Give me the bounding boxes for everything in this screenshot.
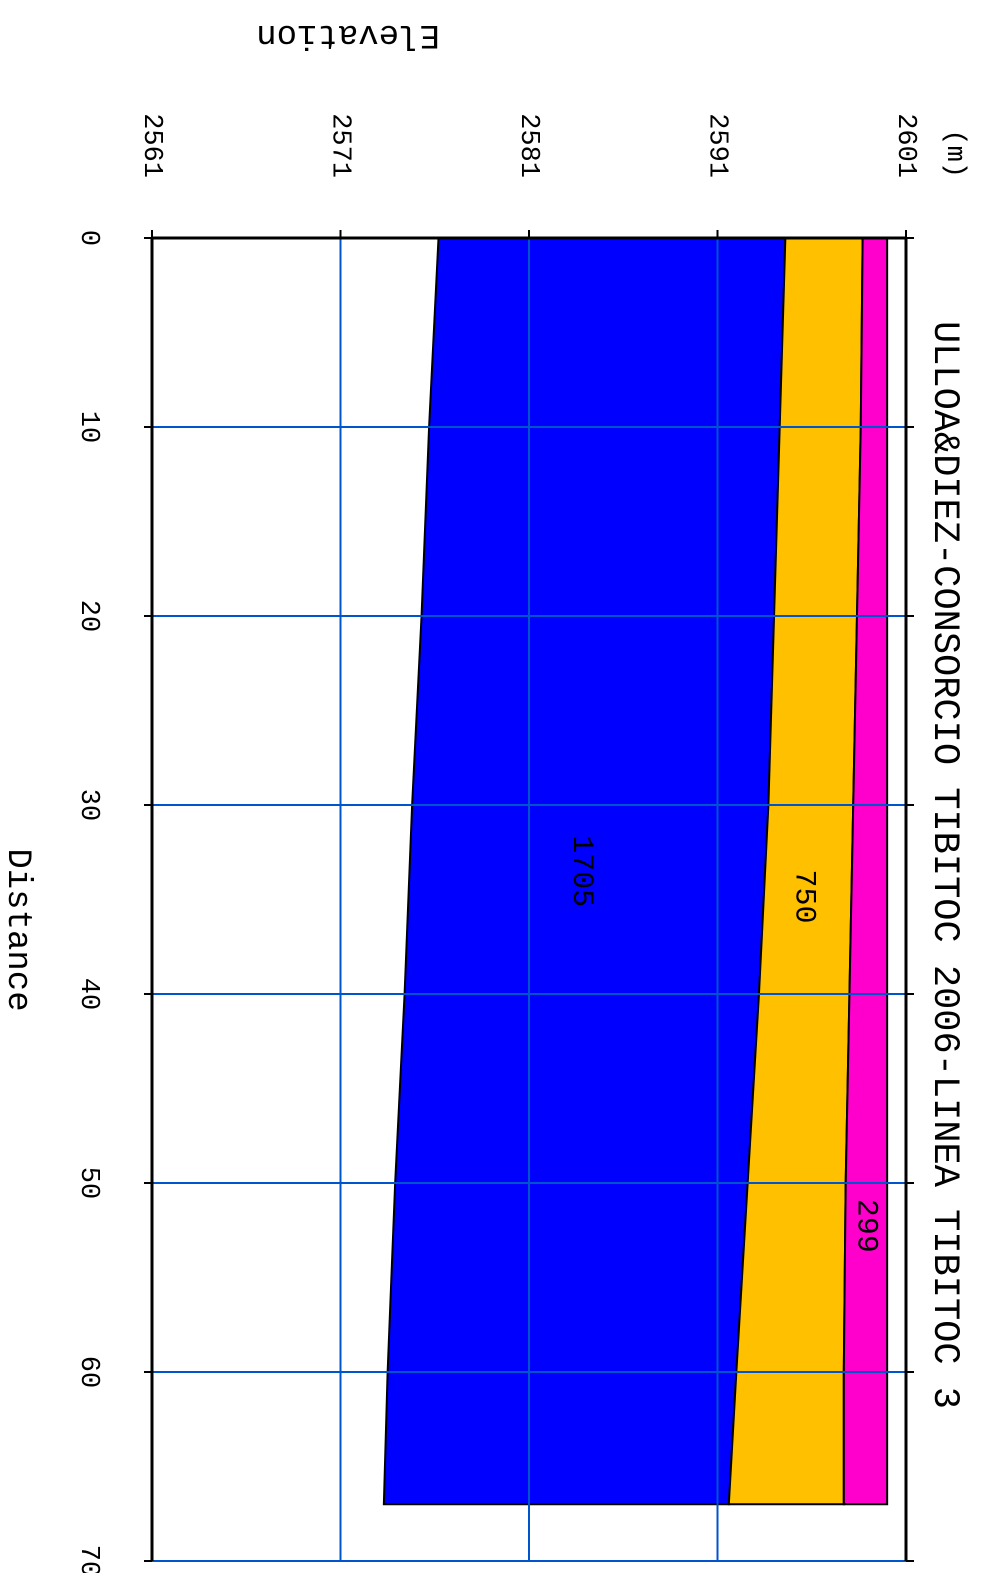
- y-unit: (m): [939, 129, 969, 178]
- chart-title: ULLOA&DIEZ-CONSORCIO TIBITOC 2006-LINEA …: [923, 321, 965, 1409]
- x-tick-label: 10: [73, 411, 103, 443]
- x-tick-label: 40: [73, 978, 103, 1010]
- y-tick-label: 2581: [513, 113, 543, 178]
- x-tick-label: 20: [73, 600, 103, 632]
- layer-label: 750: [786, 869, 820, 923]
- axes: [144, 230, 914, 1562]
- x-tick-label: 70: [73, 1545, 103, 1573]
- x-tick-label: 60: [73, 1356, 103, 1388]
- x-axis-title: Distance: [0, 848, 36, 1011]
- layers: [382, 237, 889, 1506]
- layer-label: 299: [848, 1199, 882, 1253]
- y-tick-label: 2601: [890, 113, 920, 178]
- y-tick-label: 2571: [324, 113, 354, 178]
- y-axis-title: Elevation: [256, 15, 440, 53]
- layer-label: 1705: [564, 835, 598, 907]
- x-tick-label: 0: [73, 230, 103, 246]
- x-tick-label: 30: [73, 789, 103, 821]
- y-tick-label: 2591: [701, 113, 731, 178]
- layer: [842, 237, 889, 1506]
- x-tick-label: 50: [73, 1167, 103, 1199]
- y-tick-label: 2561: [136, 113, 166, 178]
- rotated-plot: ULLOA&DIEZ-CONSORCIO TIBITOC 2006-LINEA …: [0, 15, 969, 1573]
